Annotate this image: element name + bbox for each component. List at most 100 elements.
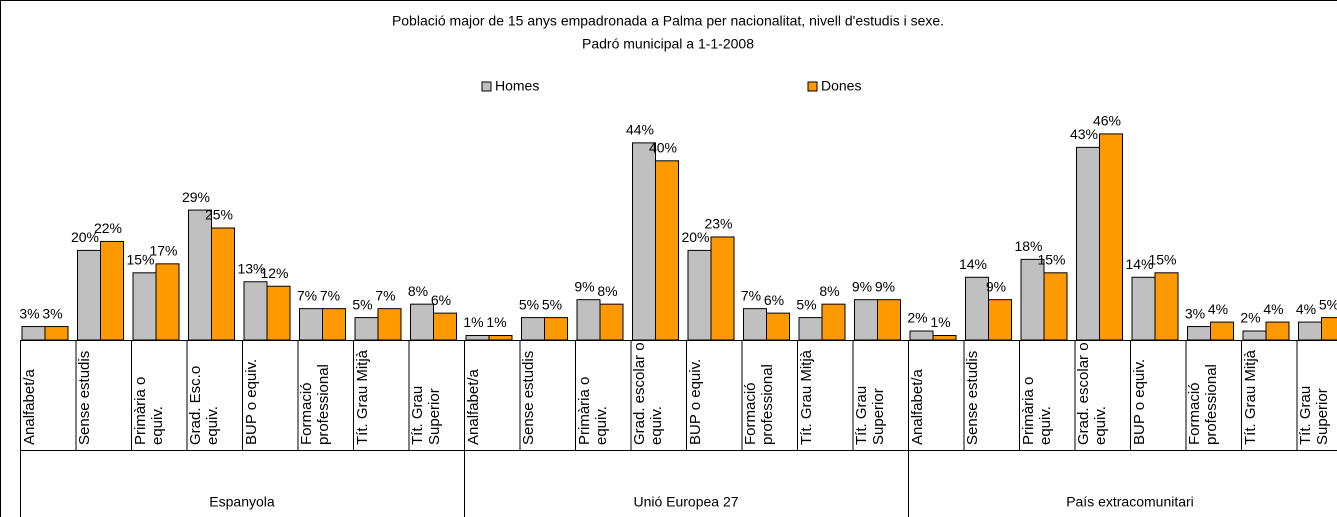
x-tick-label: Formació professional bbox=[742, 364, 777, 445]
x-tick-label: Grad. escolar o equiv. bbox=[631, 342, 666, 445]
bar bbox=[299, 308, 323, 341]
group-label: Espanyola bbox=[209, 494, 275, 510]
x-tick-label: Primària o equiv. bbox=[1019, 376, 1054, 445]
bar bbox=[1210, 321, 1234, 341]
value-label: 2% bbox=[907, 310, 927, 326]
bar bbox=[1298, 321, 1322, 341]
x-tick-label: Grad. Esc.o equiv. bbox=[187, 365, 222, 445]
bar bbox=[77, 249, 101, 341]
value-label: 15% bbox=[1037, 252, 1065, 268]
bar bbox=[1131, 276, 1156, 341]
value-label: 6% bbox=[764, 292, 784, 308]
value-label: 15% bbox=[1148, 252, 1176, 268]
bar bbox=[410, 303, 434, 341]
bar bbox=[599, 303, 624, 341]
bar bbox=[1242, 330, 1267, 341]
value-label: 2% bbox=[1240, 310, 1260, 326]
bar bbox=[132, 272, 157, 341]
x-tick-label: Sense estudis bbox=[520, 350, 538, 445]
value-label: 15% bbox=[126, 252, 154, 268]
value-label: 14% bbox=[1125, 256, 1153, 272]
value-label: 9% bbox=[875, 278, 895, 294]
value-label: 43% bbox=[1070, 126, 1098, 142]
value-label: 3% bbox=[19, 305, 39, 321]
x-tick-label: Primària o equiv. bbox=[131, 376, 166, 445]
value-label: 5% bbox=[1319, 296, 1337, 312]
bar bbox=[798, 317, 823, 341]
value-label: 44% bbox=[626, 122, 654, 138]
bar bbox=[21, 326, 46, 341]
value-label: 7% bbox=[320, 287, 340, 303]
value-label: 5% bbox=[519, 296, 539, 312]
value-label: 14% bbox=[959, 256, 987, 272]
bar bbox=[932, 335, 957, 341]
x-tick-label: Sense estudis bbox=[964, 350, 982, 445]
bar bbox=[877, 299, 901, 341]
legend-swatch bbox=[807, 81, 818, 92]
bar bbox=[44, 326, 69, 341]
value-label: 20% bbox=[71, 229, 99, 245]
value-label: 8% bbox=[408, 283, 428, 299]
bar bbox=[1099, 133, 1123, 341]
value-label: 9% bbox=[852, 278, 872, 294]
value-label: 18% bbox=[1014, 238, 1042, 254]
value-label: 25% bbox=[205, 207, 233, 223]
value-label: 40% bbox=[649, 140, 677, 156]
x-tick-label: Analfabet/a bbox=[908, 369, 926, 445]
bar bbox=[1020, 258, 1045, 341]
bar bbox=[488, 335, 513, 341]
group-label: País extracomunitari bbox=[1066, 494, 1194, 510]
value-label: 4% bbox=[1208, 301, 1228, 317]
value-label: 4% bbox=[1263, 301, 1283, 317]
x-tick-label: BUP o equiv. bbox=[1130, 358, 1148, 445]
value-label: 8% bbox=[597, 283, 617, 299]
chart-subtitle: Padró municipal a 1-1-2008 bbox=[582, 36, 754, 52]
value-label: 1% bbox=[463, 314, 483, 330]
bar bbox=[243, 281, 268, 341]
bar bbox=[988, 299, 1012, 341]
value-label: 1% bbox=[930, 314, 950, 330]
bar bbox=[576, 299, 601, 341]
value-label: 3% bbox=[1185, 305, 1205, 321]
bar bbox=[632, 142, 656, 341]
x-tick-label: Tít. Grau Superior bbox=[409, 385, 444, 445]
x-tick-label: BUP o equiv. bbox=[242, 358, 260, 445]
x-tick-label: Analfabet/a bbox=[20, 369, 38, 445]
value-label: 5% bbox=[352, 296, 372, 312]
chart-title: Població major de 15 anys empadronada a … bbox=[392, 13, 944, 29]
bar bbox=[710, 236, 735, 341]
value-label: 6% bbox=[431, 292, 451, 308]
legend-label: Homes bbox=[495, 78, 539, 94]
bar bbox=[655, 160, 679, 341]
bar bbox=[766, 312, 790, 341]
value-label: 3% bbox=[42, 305, 62, 321]
value-label: 7% bbox=[741, 287, 761, 303]
bar bbox=[1076, 146, 1100, 341]
value-label: 7% bbox=[297, 287, 317, 303]
bar bbox=[909, 330, 934, 341]
bar bbox=[322, 308, 346, 341]
value-label: 5% bbox=[796, 296, 816, 312]
x-tick-label: Primària o equiv. bbox=[575, 376, 610, 445]
x-tick-label: Tít. Grau Mitjà bbox=[1241, 349, 1259, 445]
value-label: 9% bbox=[574, 278, 594, 294]
bar bbox=[155, 263, 180, 341]
x-tick-label: Formació professional bbox=[298, 364, 333, 445]
bar bbox=[544, 317, 568, 341]
bar bbox=[854, 299, 878, 341]
x-tick-label: Grad. escolar o equiv. bbox=[1075, 342, 1110, 445]
group-label: Unió Europea 27 bbox=[633, 494, 738, 510]
value-label: 29% bbox=[182, 189, 210, 205]
bar bbox=[354, 317, 379, 341]
bar bbox=[266, 285, 291, 341]
x-tick-label: Tít. Grau Superior bbox=[1297, 385, 1332, 445]
bar bbox=[743, 308, 767, 341]
value-label: 12% bbox=[260, 265, 288, 281]
bar bbox=[377, 308, 402, 341]
value-label: 9% bbox=[986, 278, 1006, 294]
bar bbox=[211, 227, 235, 341]
bar bbox=[1265, 321, 1290, 341]
x-tick-label: Analfabet/a bbox=[464, 369, 482, 445]
